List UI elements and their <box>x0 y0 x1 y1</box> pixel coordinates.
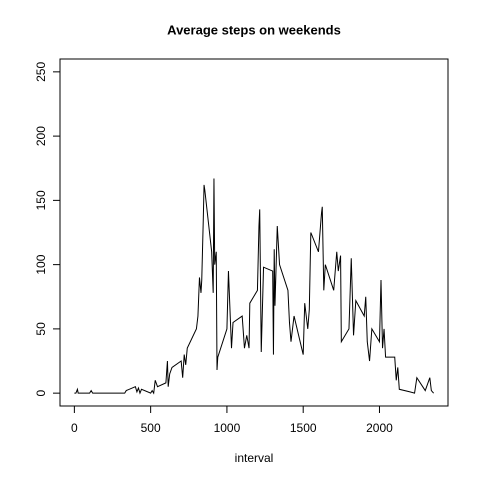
x-axis-label: interval <box>235 451 274 465</box>
x-tick-label: 0 <box>71 421 78 435</box>
y-tick-label: 200 <box>34 126 48 146</box>
x-tick-label: 1000 <box>214 421 241 435</box>
x-tick-label: 500 <box>141 421 161 435</box>
y-tick-label: 150 <box>34 190 48 210</box>
y-tick-label: 250 <box>34 62 48 82</box>
x-tick-label: 1500 <box>290 421 317 435</box>
y-tick-label: 50 <box>34 322 48 336</box>
y-tick-label: 100 <box>34 254 48 274</box>
chart-title: Average steps on weekends <box>167 22 341 37</box>
x-tick-label: 2000 <box>366 421 393 435</box>
data-line <box>74 178 435 395</box>
y-tick-label: 0 <box>34 389 48 396</box>
